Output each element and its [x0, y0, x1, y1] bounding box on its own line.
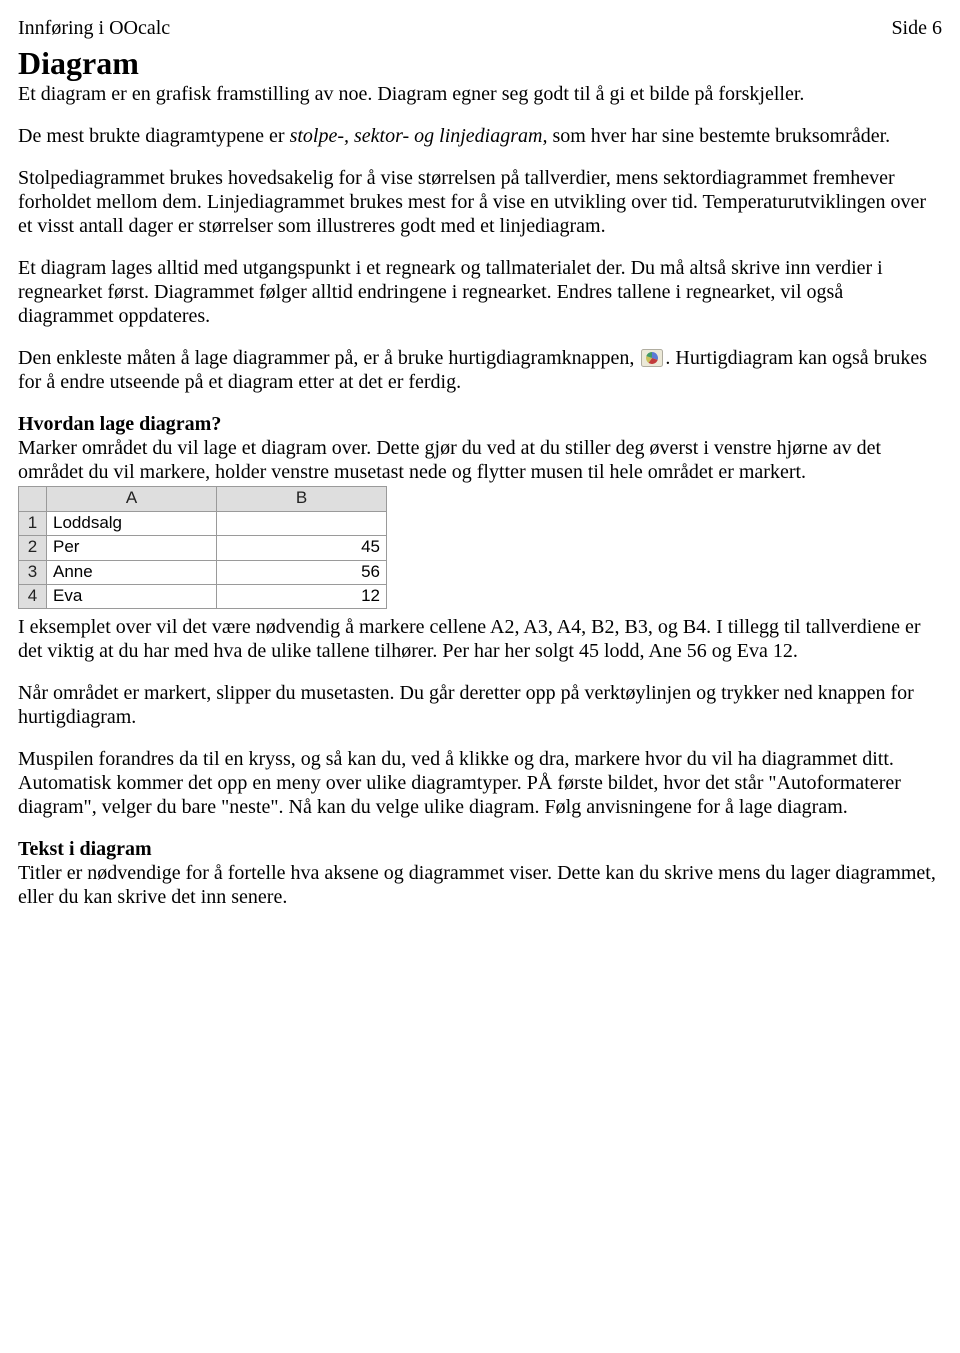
paragraph-types: De mest brukte diagramtypene er stolpe-,…: [18, 124, 942, 148]
p2-italic: stolpe-, sektor- og linjediagram,: [290, 125, 548, 147]
col-header-b: B: [217, 487, 387, 511]
header-left: Innføring i OOcalc: [18, 16, 170, 40]
corner-cell: [19, 487, 47, 511]
chart-wizard-icon: [641, 349, 663, 367]
cell-a4: Eva: [47, 584, 217, 608]
paragraph-intro: Et diagram er en grafisk framstilling av…: [18, 82, 942, 106]
p5-part-a: Den enkleste måten å lage diagrammer på,…: [18, 347, 639, 369]
paragraph-howto: Hvordan lage diagram? Marker området du …: [18, 412, 942, 484]
p2-part-c: som hver har sine bestemte bruksområder.: [547, 125, 890, 147]
col-header-a: A: [47, 487, 217, 511]
cell-b2: 45: [217, 536, 387, 560]
subhead-howto: Hvordan lage diagram?: [18, 413, 221, 435]
paragraph-example-explain: I eksemplet over vil det være nødvendig …: [18, 615, 942, 663]
cell-b3: 56: [217, 560, 387, 584]
paragraph-button: Den enkleste måten å lage diagrammer på,…: [18, 346, 942, 394]
table-row: 3 Anne 56: [19, 560, 387, 584]
paragraph-release: Når området er markert, slipper du muset…: [18, 681, 942, 729]
table-row: 4 Eva 12: [19, 584, 387, 608]
p2-part-a: De mest brukte diagramtypene er: [18, 125, 290, 147]
cell-a3: Anne: [47, 560, 217, 584]
cell-b4: 12: [217, 584, 387, 608]
cell-a1: Loddsalg: [47, 511, 217, 535]
p6-text: Marker området du vil lage et diagram ov…: [18, 437, 881, 483]
cell-a2: Per: [47, 536, 217, 560]
paragraph-text-in-diagram: Tekst i diagram Titler er nødvendige for…: [18, 837, 942, 909]
row-header: 4: [19, 584, 47, 608]
cell-b1: [217, 511, 387, 535]
page-header: Innføring i OOcalc Side 6: [18, 16, 942, 40]
page-title: Diagram: [18, 44, 942, 82]
subhead-text-in-diagram: Tekst i diagram: [18, 838, 152, 860]
spreadsheet-table: A B 1 Loddsalg 2 Per 45 3 Anne 56 4 Eva …: [18, 486, 387, 609]
paragraph-usage: Stolpediagrammet brukes hovedsakelig for…: [18, 166, 942, 238]
paragraph-cross: Muspilen forandres da til en kryss, og s…: [18, 747, 942, 819]
header-right: Side 6: [891, 16, 942, 40]
table-row: 2 Per 45: [19, 536, 387, 560]
row-header: 3: [19, 560, 47, 584]
spreadsheet-example: A B 1 Loddsalg 2 Per 45 3 Anne 56 4 Eva …: [18, 486, 387, 609]
row-header: 2: [19, 536, 47, 560]
table-row: 1 Loddsalg: [19, 511, 387, 535]
paragraph-regneark: Et diagram lages alltid med utgangspunkt…: [18, 256, 942, 328]
p10-text: Titler er nødvendige for å fortelle hva …: [18, 862, 936, 908]
row-header: 1: [19, 511, 47, 535]
table-header-row: A B: [19, 487, 387, 511]
